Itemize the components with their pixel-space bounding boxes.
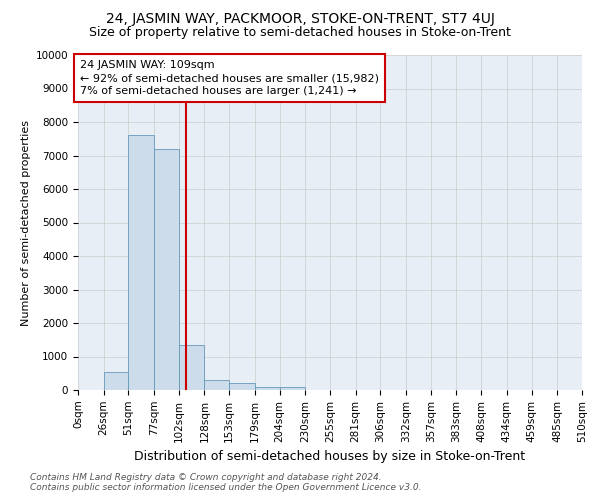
Bar: [154, 149, 179, 390]
Text: Contains HM Land Registry data © Crown copyright and database right 2024.: Contains HM Land Registry data © Crown c…: [30, 474, 382, 482]
Text: Size of property relative to semi-detached houses in Stoke-on-Trent: Size of property relative to semi-detach…: [89, 26, 511, 39]
Bar: [179, 345, 205, 390]
Bar: [205, 380, 229, 390]
Bar: [255, 386, 280, 390]
Text: 24, JASMIN WAY, PACKMOOR, STOKE-ON-TRENT, ST7 4UJ: 24, JASMIN WAY, PACKMOOR, STOKE-ON-TRENT…: [106, 12, 494, 26]
Text: Contains public sector information licensed under the Open Government Licence v3: Contains public sector information licen…: [30, 484, 421, 492]
Bar: [280, 388, 305, 390]
Bar: [104, 372, 128, 390]
X-axis label: Distribution of semi-detached houses by size in Stoke-on-Trent: Distribution of semi-detached houses by …: [134, 450, 526, 463]
Bar: [229, 384, 255, 390]
Text: 24 JASMIN WAY: 109sqm
← 92% of semi-detached houses are smaller (15,982)
7% of s: 24 JASMIN WAY: 109sqm ← 92% of semi-deta…: [80, 60, 379, 96]
Bar: [128, 136, 154, 390]
Y-axis label: Number of semi-detached properties: Number of semi-detached properties: [22, 120, 31, 326]
